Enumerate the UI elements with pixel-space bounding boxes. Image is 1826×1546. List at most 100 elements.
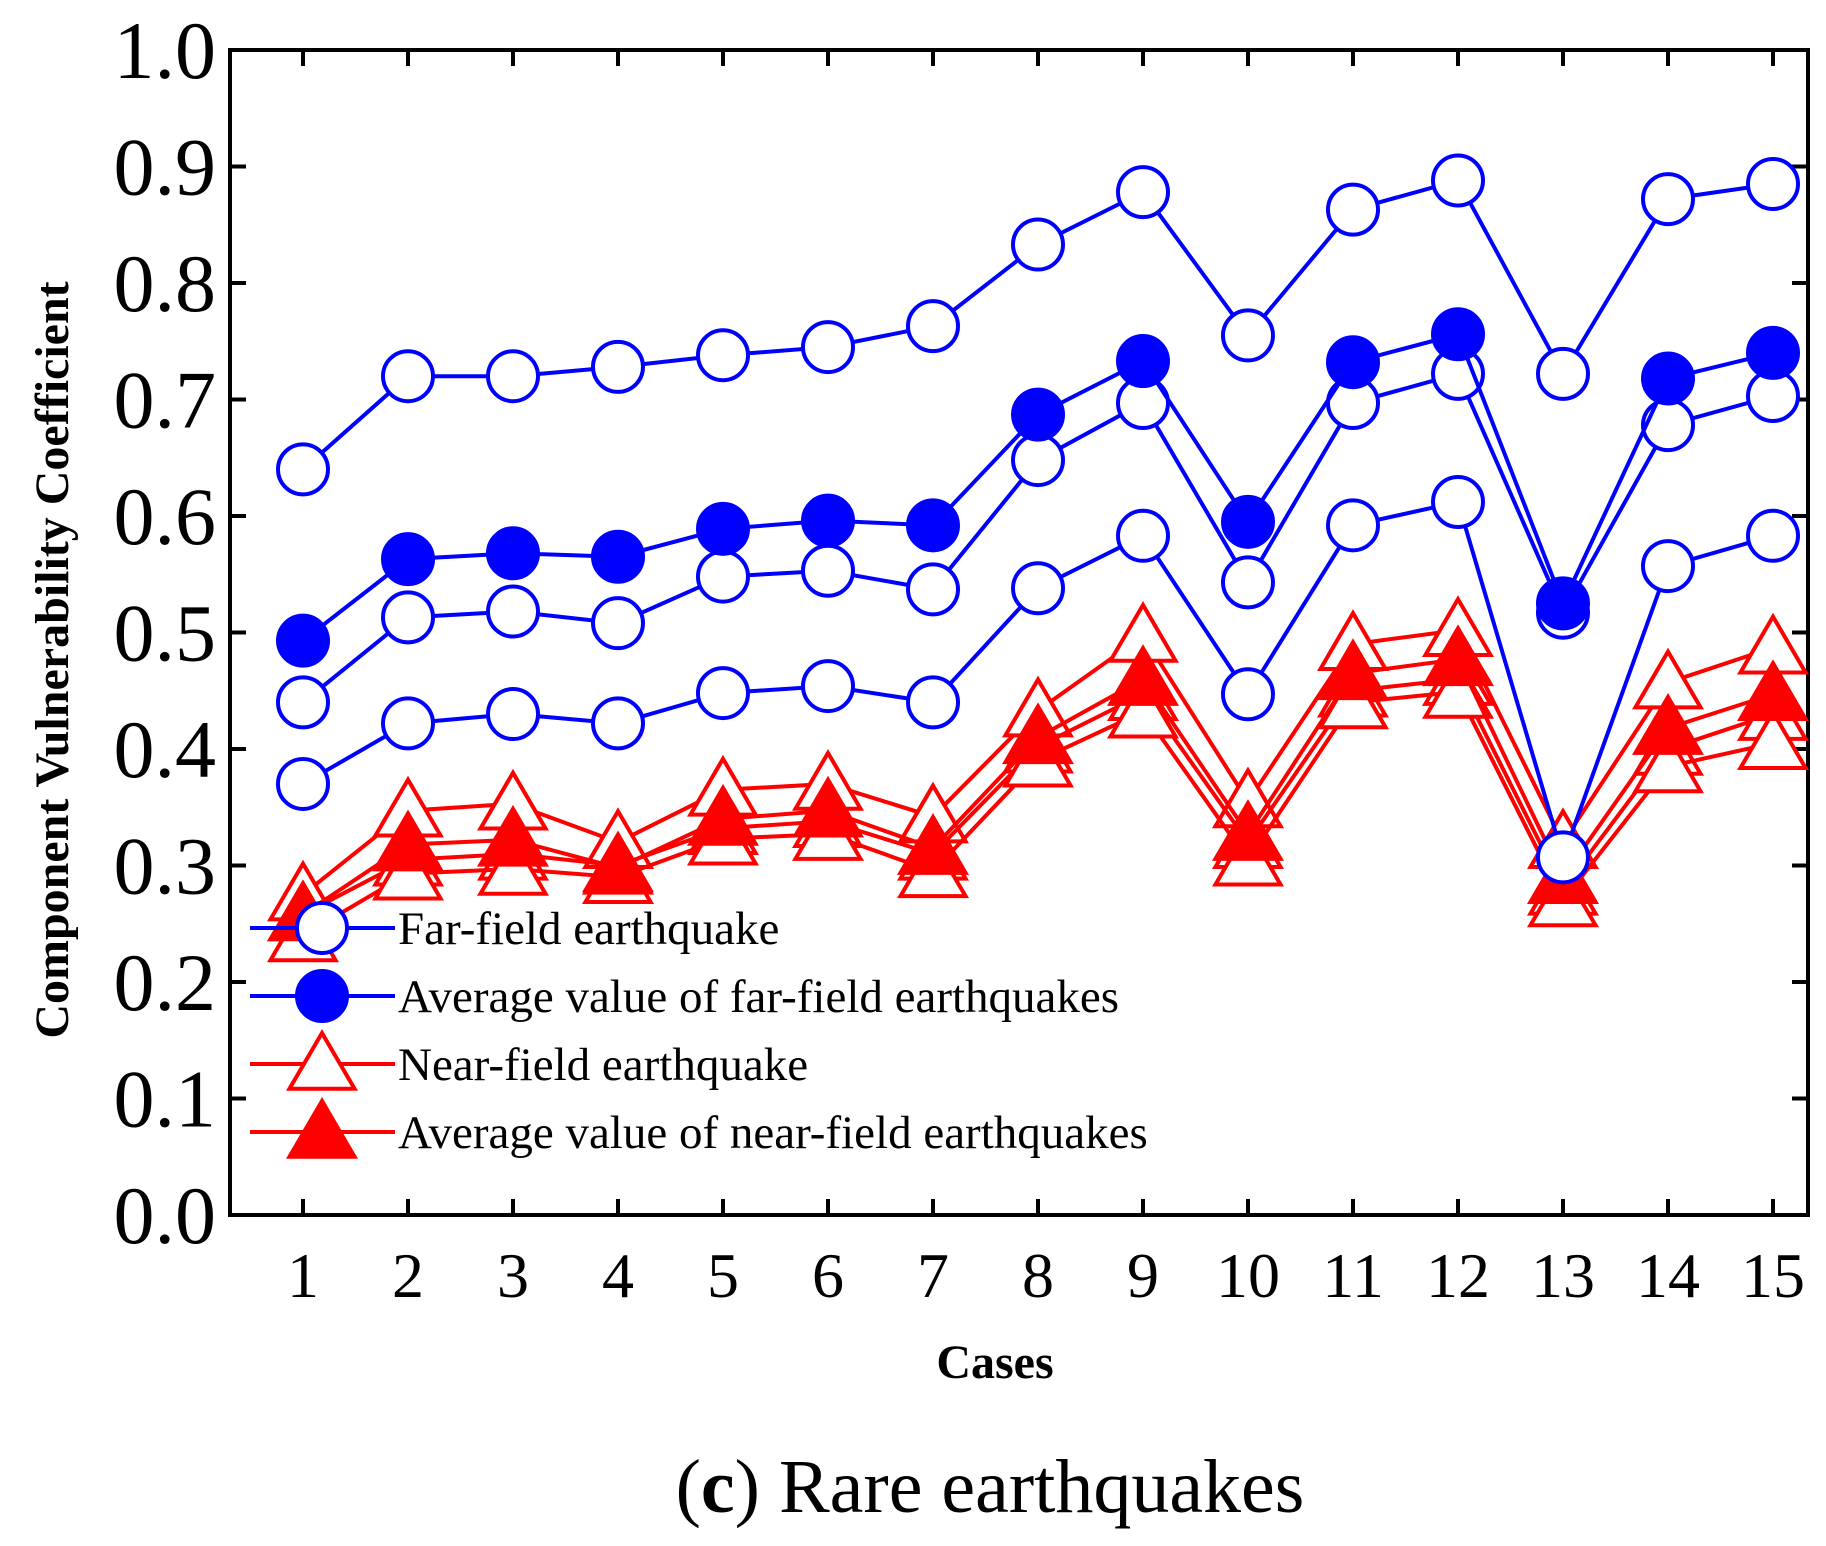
data-point bbox=[1326, 498, 1380, 553]
data-point bbox=[591, 696, 645, 751]
data-point bbox=[486, 526, 540, 581]
data-point bbox=[696, 549, 750, 604]
x-tick-label: 9 bbox=[1127, 1240, 1159, 1311]
data-point bbox=[1211, 799, 1285, 861]
x-tick-label: 12 bbox=[1426, 1240, 1490, 1311]
legend-label: Average value of near-field earthquakes bbox=[398, 1107, 1148, 1159]
data-point bbox=[686, 783, 760, 846]
caption-close-paren: ) bbox=[735, 1445, 760, 1529]
data-point bbox=[801, 493, 855, 548]
data-point bbox=[1316, 638, 1390, 701]
y-axis-ticks: 0.0 0.1 0.2 0.3 0.4 0.5 0.6 0.7 0.8 0.9 1.0 bbox=[114, 5, 1808, 1261]
data-point bbox=[1106, 644, 1180, 706]
data-point bbox=[371, 809, 445, 872]
data-point bbox=[276, 613, 330, 668]
data-point bbox=[1221, 555, 1275, 610]
legend-marker bbox=[295, 901, 349, 955]
x-tick-label: 2 bbox=[392, 1240, 424, 1311]
y-tick-label: 0.6 bbox=[114, 471, 217, 562]
y-tick-label: 0.3 bbox=[114, 821, 217, 912]
data-point bbox=[591, 529, 645, 584]
legend-item: Near-field earthquake bbox=[250, 1029, 808, 1091]
data-point bbox=[1221, 308, 1275, 363]
legend: Far-field earthquake Average value of far… bbox=[250, 901, 1148, 1159]
data-point bbox=[1116, 508, 1170, 563]
data-point bbox=[381, 696, 435, 751]
data-point bbox=[801, 320, 855, 375]
data-point bbox=[1631, 731, 1705, 794]
data-point bbox=[381, 532, 435, 587]
data-point bbox=[1641, 398, 1695, 453]
data-point bbox=[801, 659, 855, 714]
data-point bbox=[1746, 156, 1800, 211]
data-point bbox=[1116, 334, 1170, 389]
data-point bbox=[1431, 153, 1485, 208]
x-tick-label: 4 bbox=[602, 1240, 634, 1311]
x-tick-label: 14 bbox=[1636, 1240, 1700, 1311]
legend-label: Near-field earthquake bbox=[398, 1039, 808, 1091]
legend-item: Average value of near-field earthquakes bbox=[250, 1097, 1148, 1159]
caption-letter: c bbox=[701, 1445, 735, 1529]
series-far bbox=[276, 346, 1800, 730]
y-tick-label: 0.2 bbox=[114, 937, 217, 1028]
data-point bbox=[1536, 576, 1590, 631]
y-tick-label: 0.1 bbox=[114, 1054, 217, 1145]
data-point bbox=[486, 349, 540, 404]
data-point bbox=[591, 339, 645, 394]
x-tick-label: 13 bbox=[1531, 1240, 1595, 1311]
legend-marker bbox=[295, 969, 349, 1023]
data-point bbox=[696, 328, 750, 383]
data-point bbox=[276, 675, 330, 730]
data-point bbox=[381, 590, 435, 645]
legend-label: Average value of far-field earthquakes bbox=[398, 971, 1119, 1023]
x-tick-label: 6 bbox=[812, 1240, 844, 1311]
data-point bbox=[896, 813, 970, 875]
caption-open-paren: ( bbox=[676, 1445, 701, 1529]
caption-text: Rare earthquakes bbox=[760, 1445, 1304, 1529]
data-point bbox=[1221, 667, 1275, 722]
legend-marker bbox=[285, 1097, 359, 1159]
data-point bbox=[1421, 624, 1495, 687]
data-point bbox=[1641, 351, 1695, 406]
y-tick-label: 0.8 bbox=[114, 238, 217, 329]
data-point bbox=[486, 687, 540, 742]
y-tick-label: 1.0 bbox=[114, 5, 217, 96]
x-tick-label: 8 bbox=[1022, 1240, 1054, 1311]
data-point bbox=[1736, 659, 1810, 722]
data-point bbox=[1746, 508, 1800, 563]
data-point bbox=[476, 804, 550, 867]
y-tick-label: 0.9 bbox=[114, 122, 217, 213]
x-tick-label: 1 bbox=[287, 1240, 319, 1311]
x-axis-ticks: 1 2 3 4 5 6 7 8 9 10 11 12 13 14 15 bbox=[287, 50, 1805, 1311]
figure-caption: (c) Rare earthquakes bbox=[676, 1445, 1305, 1529]
data-point bbox=[696, 666, 750, 721]
series-far bbox=[276, 475, 1800, 885]
series-layer bbox=[266, 153, 1810, 963]
data-point bbox=[906, 498, 960, 553]
data-point bbox=[486, 584, 540, 639]
legend-item: Average value of far-field earthquakes bbox=[250, 969, 1119, 1023]
data-point bbox=[276, 756, 330, 811]
x-tick-label: 7 bbox=[917, 1240, 949, 1311]
y-tick-label: 0.0 bbox=[114, 1170, 217, 1261]
data-point bbox=[1631, 693, 1705, 755]
data-point bbox=[1641, 539, 1695, 594]
data-point bbox=[1221, 494, 1275, 549]
data-point bbox=[1746, 325, 1800, 380]
data-point bbox=[1536, 346, 1590, 401]
data-point bbox=[581, 832, 655, 895]
data-point bbox=[591, 596, 645, 651]
data-point bbox=[1011, 433, 1065, 488]
data-point bbox=[1641, 172, 1695, 227]
x-tick-label: 15 bbox=[1741, 1240, 1805, 1311]
data-point bbox=[906, 562, 960, 617]
data-point bbox=[801, 543, 855, 598]
legend-marker bbox=[285, 1029, 359, 1091]
data-point bbox=[1431, 475, 1485, 530]
data-point bbox=[791, 775, 865, 838]
y-axis-title: Component Vulnerability Coefficient bbox=[26, 281, 79, 1038]
data-point bbox=[906, 299, 960, 354]
x-tick-label: 5 bbox=[707, 1240, 739, 1311]
data-point bbox=[1011, 561, 1065, 616]
data-point bbox=[906, 675, 960, 730]
